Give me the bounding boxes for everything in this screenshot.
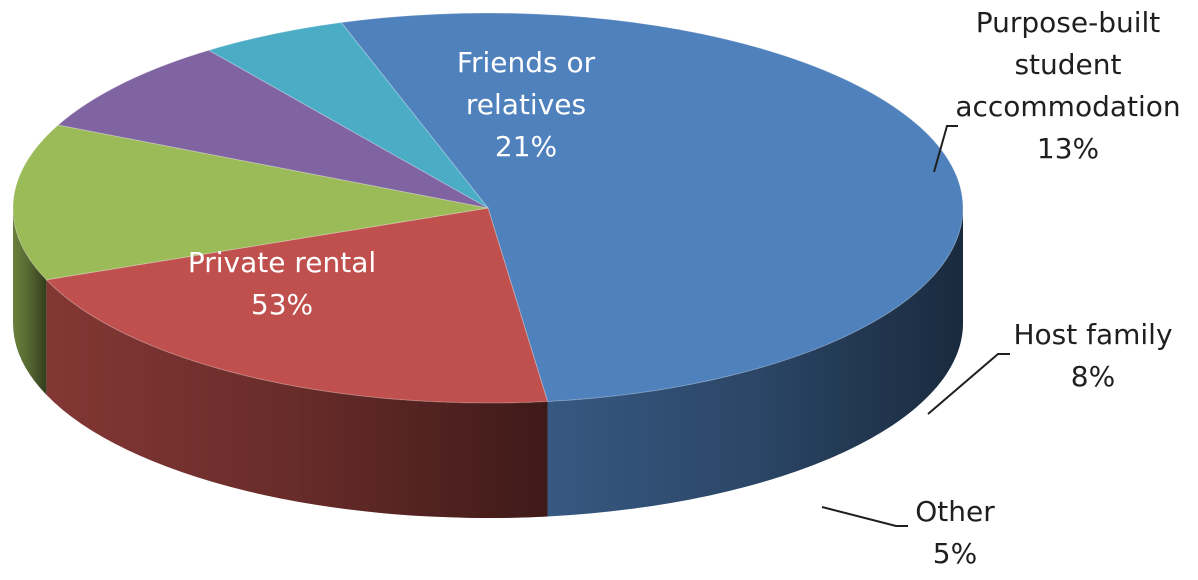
pie-sides: [13, 208, 963, 518]
pie-slice-private-rental: [340, 12, 964, 402]
pie-side-shade-private-rental: [547, 208, 963, 517]
pie-slice-other: [207, 22, 489, 209]
label-purpose-built-student-accommodation: Purpose-built student accommodation 13%: [955, 6, 1180, 165]
pie-slice-friends-or-relatives: [45, 207, 549, 404]
slice-labels: Private rental 53% Friends or relatives 21% P…: [188, 6, 1181, 570]
category-label-line: relatives: [466, 88, 586, 121]
pie-side-shade-purpose-built-student-accommodation: [13, 208, 47, 395]
category-label-line: Friends or: [457, 46, 596, 79]
leader-line-other: [821, 506, 908, 527]
pie-tops: [12, 12, 964, 404]
category-label-line: Other: [915, 495, 995, 528]
leader-line-purpose-built-student-accommodation: [933, 125, 958, 173]
pie-slice-host-family: [57, 49, 489, 209]
category-label-line: Host family: [1013, 318, 1172, 351]
label-friends-or-relatives: Friends or relatives 21%: [457, 46, 596, 163]
value-label: 8%: [1071, 360, 1115, 393]
value-label: 13%: [1037, 132, 1099, 165]
value-label: 21%: [495, 130, 557, 163]
pie-slice-purpose-built-student-accommodation: [12, 124, 489, 281]
value-label: 53%: [251, 288, 313, 321]
category-label-line: Purpose-built: [976, 6, 1161, 39]
label-host-family: Host family 8%: [1013, 318, 1172, 393]
leader-lines: [821, 125, 1010, 527]
category-label-line: accommodation: [955, 90, 1180, 123]
category-label-line: Private rental: [188, 246, 376, 279]
pie-side-shade-friends-or-relatives: [46, 279, 548, 518]
category-label-line: student: [1014, 48, 1121, 81]
label-private-rental: Private rental 53%: [188, 246, 376, 321]
value-label: 5%: [933, 537, 977, 570]
leader-line-host-family: [927, 353, 1010, 415]
label-other: Other 5%: [915, 495, 995, 570]
